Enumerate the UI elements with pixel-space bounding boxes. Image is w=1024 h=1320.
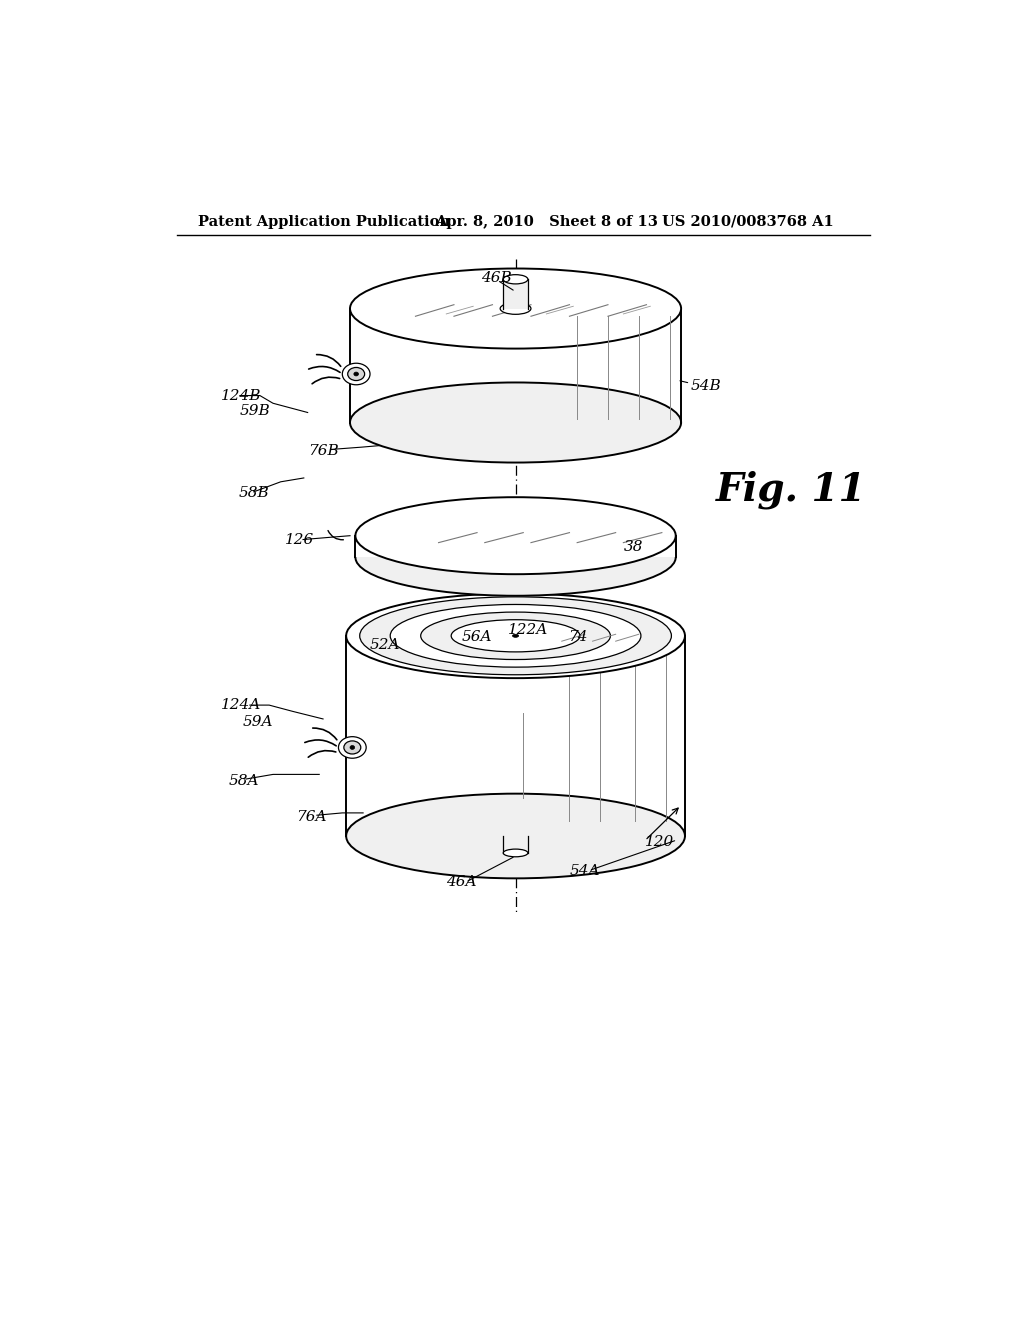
Text: Fig. 11: Fig. 11 — [716, 470, 866, 508]
Ellipse shape — [342, 363, 370, 385]
Text: 122A: 122A — [508, 623, 548, 636]
Ellipse shape — [346, 594, 685, 678]
Text: 124B: 124B — [221, 388, 262, 403]
Text: 46B: 46B — [481, 271, 512, 285]
Ellipse shape — [348, 367, 365, 380]
Ellipse shape — [355, 498, 676, 574]
Text: 59A: 59A — [243, 715, 272, 729]
Text: 120: 120 — [645, 836, 674, 849]
Ellipse shape — [350, 268, 681, 348]
Polygon shape — [350, 309, 681, 422]
Ellipse shape — [390, 605, 641, 667]
Ellipse shape — [503, 849, 528, 857]
Ellipse shape — [350, 746, 354, 750]
Polygon shape — [355, 536, 676, 557]
Text: 126: 126 — [285, 532, 313, 546]
Ellipse shape — [503, 275, 528, 284]
Text: 56A: 56A — [462, 631, 493, 644]
Text: 54B: 54B — [691, 379, 722, 392]
Text: 54A: 54A — [569, 863, 600, 878]
Ellipse shape — [346, 793, 685, 878]
Ellipse shape — [359, 597, 672, 675]
Ellipse shape — [452, 619, 580, 652]
Text: 38: 38 — [624, 540, 643, 554]
Ellipse shape — [350, 383, 681, 462]
Text: 74: 74 — [568, 631, 588, 644]
Text: Apr. 8, 2010   Sheet 8 of 13: Apr. 8, 2010 Sheet 8 of 13 — [435, 215, 657, 228]
Text: 52A: 52A — [370, 638, 399, 652]
Text: US 2010/0083768 A1: US 2010/0083768 A1 — [662, 215, 834, 228]
Polygon shape — [503, 280, 528, 309]
Text: 76B: 76B — [307, 444, 338, 458]
Ellipse shape — [344, 741, 360, 754]
Ellipse shape — [355, 519, 676, 595]
Polygon shape — [346, 636, 685, 836]
Text: 59B: 59B — [240, 404, 270, 418]
Text: 124A: 124A — [221, 698, 262, 711]
Text: 46A: 46A — [446, 875, 477, 890]
Text: 58A: 58A — [229, 774, 260, 788]
Ellipse shape — [512, 635, 518, 638]
Ellipse shape — [339, 737, 367, 758]
Ellipse shape — [421, 612, 610, 660]
Ellipse shape — [500, 302, 531, 314]
Text: 58B: 58B — [239, 486, 269, 500]
Text: 76A: 76A — [296, 809, 327, 824]
Ellipse shape — [354, 372, 358, 376]
Text: Patent Application Publication: Patent Application Publication — [199, 215, 451, 228]
